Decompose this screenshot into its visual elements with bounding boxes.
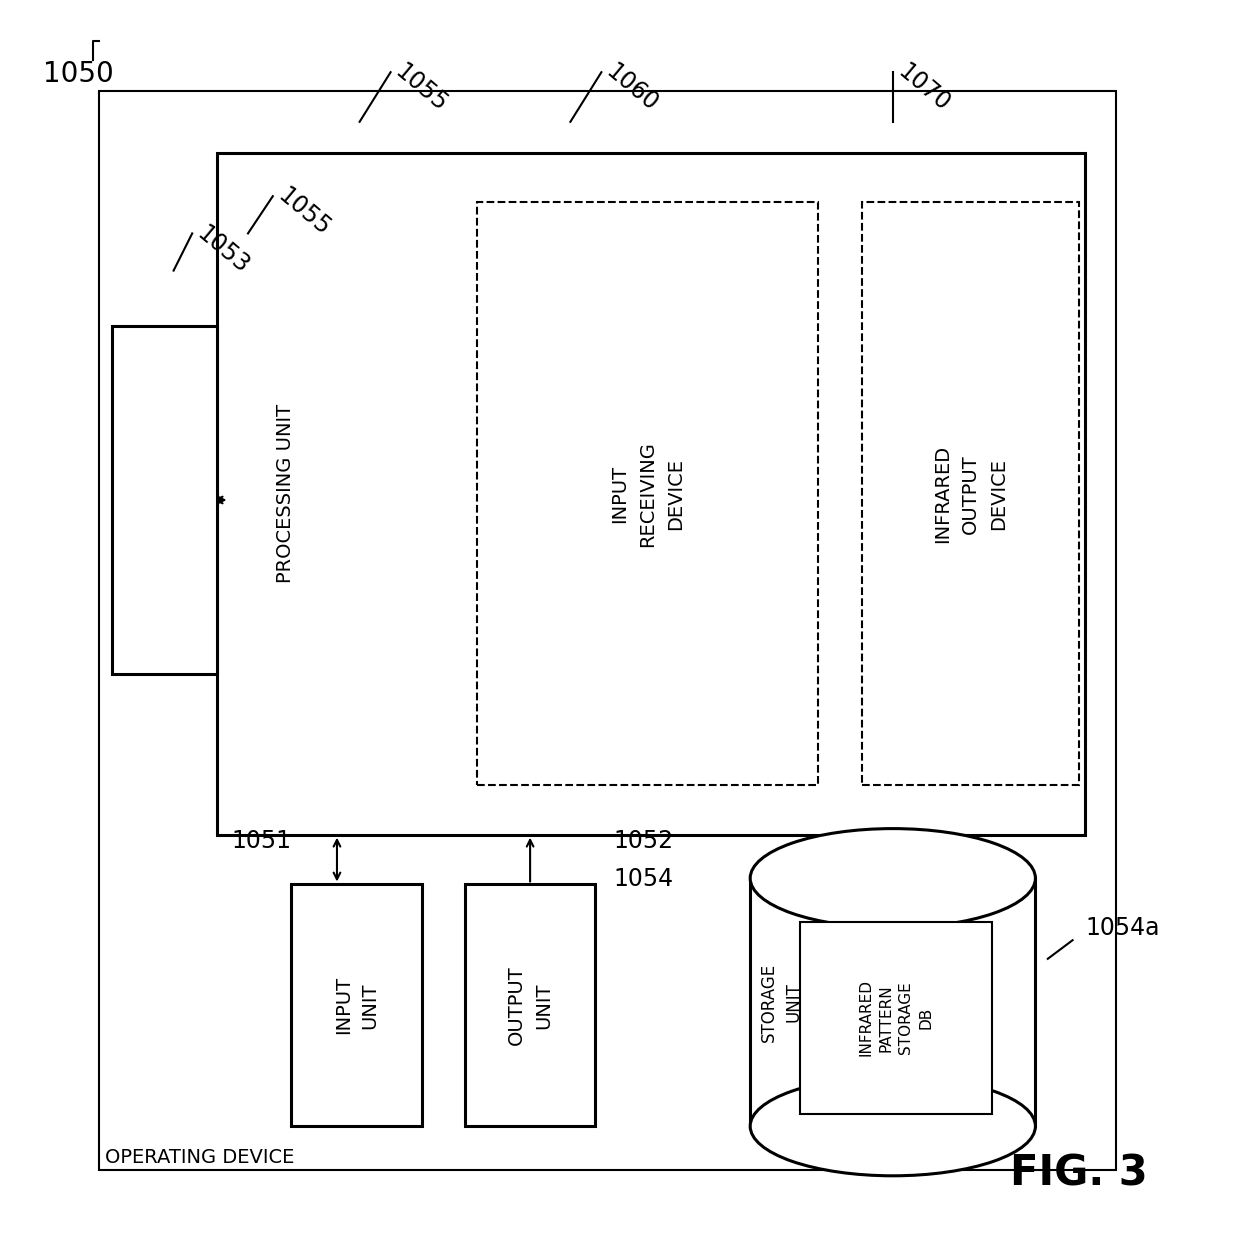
Bar [862, 202, 1079, 785]
Text: 1070: 1070 [893, 60, 954, 116]
Text: 1055: 1055 [391, 60, 453, 117]
Bar [99, 91, 1116, 1169]
Bar [477, 202, 818, 785]
Text: COMMUNICATION
UNIT: COMMUNICATION UNIT [146, 433, 182, 567]
Text: 1052: 1052 [614, 830, 673, 854]
Text: 1054: 1054 [614, 866, 673, 891]
Ellipse shape [750, 1077, 1035, 1176]
Text: 1060: 1060 [601, 60, 662, 116]
Text: 1055: 1055 [273, 183, 335, 241]
Bar [291, 885, 422, 1126]
Text: 1051: 1051 [232, 830, 291, 854]
Text: 1054a: 1054a [1085, 916, 1159, 940]
Bar [750, 879, 1035, 1126]
Text: OUTPUT
UNIT: OUTPUT UNIT [507, 966, 553, 1045]
Text: STORAGE
UNIT: STORAGE UNIT [760, 962, 802, 1042]
Ellipse shape [750, 829, 1035, 927]
Bar [217, 152, 1085, 835]
Text: 1050: 1050 [43, 60, 114, 87]
Bar [465, 885, 595, 1126]
Bar [800, 921, 992, 1113]
Text: OPERATING DEVICE: OPERATING DEVICE [105, 1148, 295, 1167]
Text: INPUT
RECEIVING
DEVICE: INPUT RECEIVING DEVICE [610, 441, 686, 547]
Text: INFRARED
OUTPUT
DEVICE: INFRARED OUTPUT DEVICE [932, 444, 1008, 543]
Text: INPUT
UNIT: INPUT UNIT [334, 976, 379, 1035]
Text: PROCESSING UNIT: PROCESSING UNIT [275, 404, 295, 583]
Bar [112, 327, 217, 674]
Text: FIG. 3: FIG. 3 [1009, 1152, 1148, 1194]
Text: 1053: 1053 [192, 221, 254, 278]
Text: INFRARED
PATTERN
STORAGE
DB: INFRARED PATTERN STORAGE DB [858, 980, 934, 1056]
